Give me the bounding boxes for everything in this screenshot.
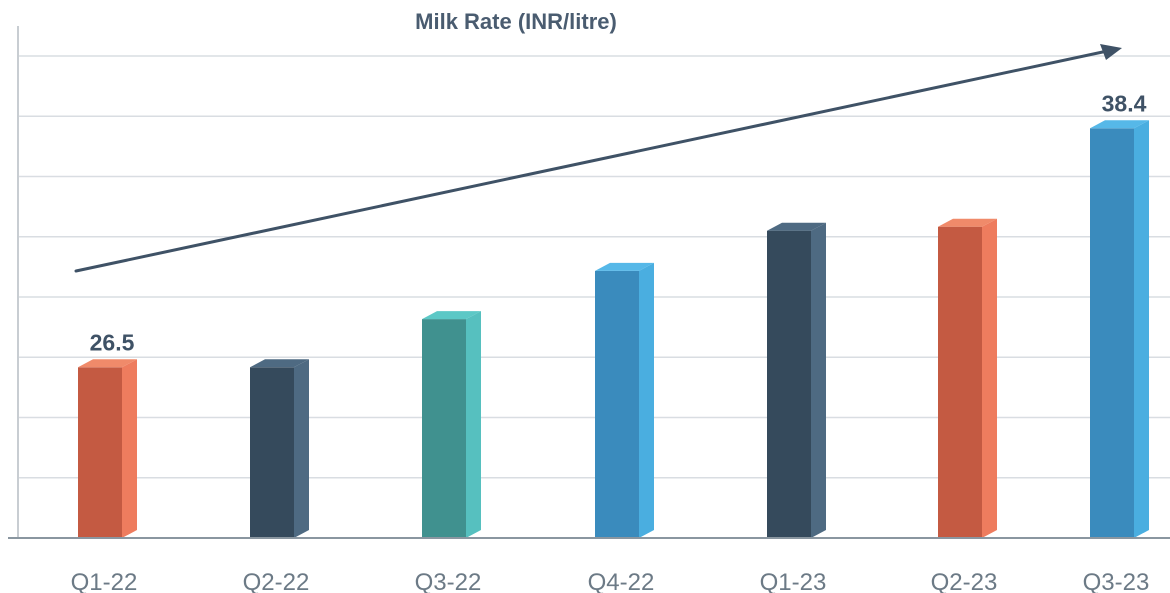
bar-side [1134, 120, 1149, 539]
bars [78, 120, 1149, 539]
bar-q4-22 [595, 262, 654, 538]
bar-q2-22 [250, 359, 309, 538]
bar-top [1090, 120, 1149, 129]
x-tick-label: Q2-23 [931, 569, 998, 593]
x-tick-label: Q3-22 [415, 569, 482, 593]
bar-front [250, 367, 294, 538]
chart-title: Milk Rate (INR/litre) [415, 9, 617, 34]
x-tick-label: Q4-22 [588, 569, 655, 593]
bar-top [250, 359, 309, 368]
gridlines [18, 55, 1170, 479]
trend-arrow-head [1100, 44, 1122, 60]
trend-arrow [74, 44, 1122, 273]
bar-side [982, 218, 997, 538]
bar-side [639, 262, 654, 538]
bar-front [422, 319, 466, 538]
bar-top [767, 222, 826, 231]
bar-front [938, 226, 982, 538]
data-label: 26.5 [90, 329, 135, 355]
bar-top [595, 262, 654, 271]
bar-q3-23 [1090, 120, 1149, 539]
bar-q3-22 [422, 311, 481, 538]
x-tick-label: Q3-23 [1083, 569, 1150, 593]
bar-q1-23 [767, 222, 826, 538]
data-labels: 26.5 38.4 [90, 90, 1147, 355]
bar-front [1090, 128, 1134, 539]
x-tick-label: Q1-23 [760, 569, 827, 593]
bar-side [122, 359, 137, 538]
bar-front [78, 367, 122, 538]
x-tick-label: Q1-22 [71, 569, 138, 593]
bar-front [595, 270, 639, 538]
bar-side [466, 311, 481, 538]
bar-top [938, 218, 997, 227]
x-tick-label: Q2-22 [243, 569, 310, 593]
bar-q2-23 [938, 218, 997, 538]
data-label: 38.4 [1102, 90, 1147, 116]
bar-side [811, 222, 826, 538]
bar-q1-22 [78, 359, 137, 538]
bar-top [422, 311, 481, 320]
bar-front [767, 230, 811, 538]
trend-arrow-line [74, 48, 1114, 273]
bar-top [78, 359, 137, 368]
bar-side [294, 359, 309, 538]
x-tick-labels: Q1-22 Q2-22 Q3-22 Q4-22 Q1-23 Q2-23 Q3-23 [71, 569, 1150, 593]
